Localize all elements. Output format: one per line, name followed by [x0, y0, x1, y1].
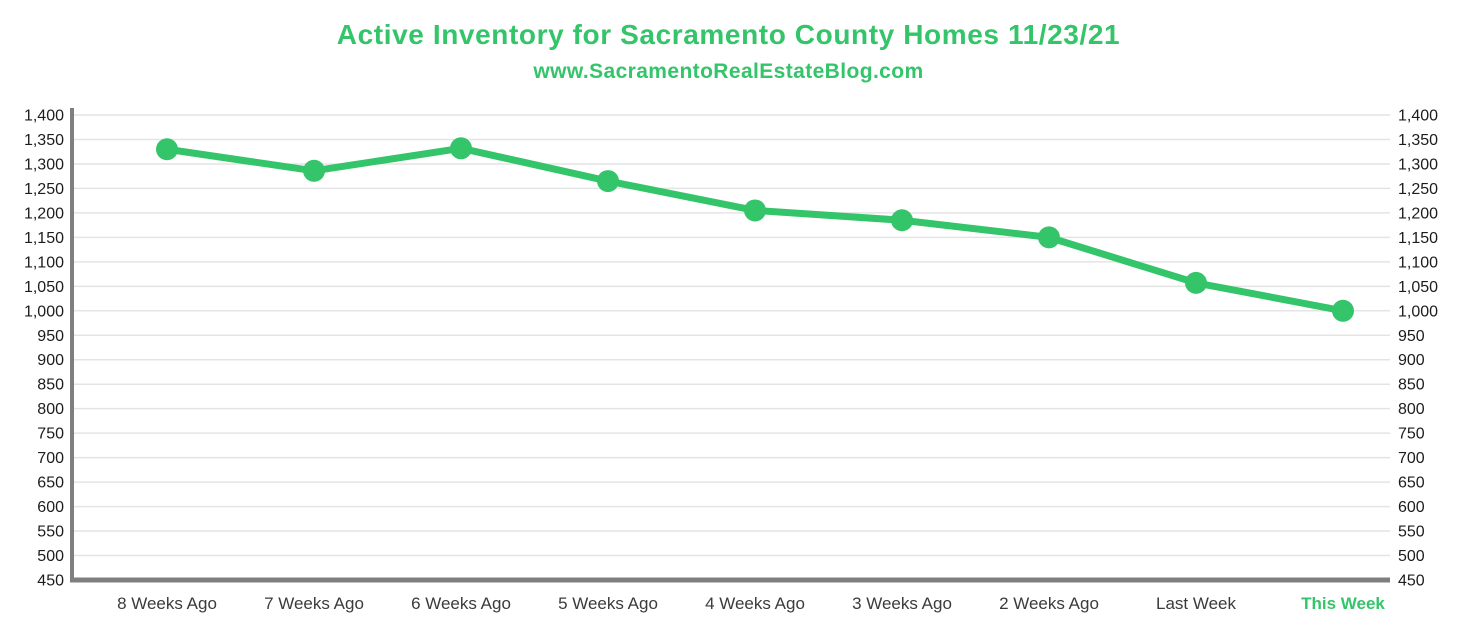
y-tick-label-left: 500	[37, 548, 64, 565]
x-category-label-this-week: This Week	[1301, 594, 1385, 613]
data-point-marker	[450, 137, 472, 160]
x-category-label: 7 Weeks Ago	[264, 594, 364, 613]
x-category-label: 3 Weeks Ago	[852, 594, 952, 613]
data-point-marker	[303, 159, 325, 182]
x-category-label: Last Week	[1156, 594, 1237, 613]
y-tick-label-left: 700	[37, 450, 64, 467]
data-point-marker	[1185, 271, 1207, 294]
y-tick-label-right: 600	[1398, 499, 1425, 516]
chart-title: Active Inventory for Sacramento County H…	[336, 19, 1121, 50]
y-tick-label-right: 1,150	[1398, 230, 1438, 247]
y-tick-label-right: 1,300	[1398, 156, 1438, 173]
y-tick-label-left: 650	[37, 475, 64, 492]
y-tick-label-left: 900	[37, 352, 64, 369]
y-tick-label-right: 850	[1398, 377, 1425, 394]
y-tick-label-right: 1,350	[1398, 132, 1438, 149]
y-tick-label-left: 800	[37, 401, 64, 418]
y-tick-label-left: 1,250	[24, 181, 64, 198]
y-tick-label-left: 1,100	[24, 254, 64, 271]
y-tick-label-left: 1,050	[24, 279, 64, 296]
y-tick-label-right: 1,100	[1398, 254, 1438, 271]
y-tick-label-right: 500	[1398, 548, 1425, 565]
y-tick-label-right: 1,400	[1398, 108, 1438, 125]
y-tick-label-left: 600	[37, 499, 64, 516]
y-tick-label-left: 850	[37, 377, 64, 394]
chart-canvas: 1,400 1,400 1,350 1,350 1,300 1,300 1,250 1,250…	[24, 108, 1438, 614]
data-point-marker	[1332, 299, 1354, 322]
data-point-marker	[744, 199, 766, 222]
y-tick-label-right: 800	[1398, 401, 1425, 418]
y-tick-label-right: 1,050	[1398, 279, 1438, 296]
y-tick-label-right: 650	[1398, 475, 1425, 492]
y-tick-label-right: 550	[1398, 524, 1425, 541]
chart-subtitle: www.SacramentoRealEstateBlog.com	[533, 59, 924, 83]
line-chart: 1,400 1,400 1,350 1,350 1,300 1,300 1,250 1,250…	[0, 100, 1457, 642]
y-tick-label-right: 750	[1398, 426, 1425, 443]
x-category-label: 6 Weeks Ago	[411, 594, 511, 613]
y-tick-label-left: 1,000	[24, 303, 64, 320]
x-category-label: 2 Weeks Ago	[999, 594, 1099, 613]
y-tick-label-left: 1,200	[24, 205, 64, 222]
y-tick-label-left: 1,150	[24, 230, 64, 247]
y-tick-label-left: 450	[37, 573, 64, 590]
y-tick-label-left: 1,300	[24, 156, 64, 173]
chart-header: Active Inventory for Sacramento County H…	[0, 0, 1457, 83]
y-tick-label-right: 700	[1398, 450, 1425, 467]
y-tick-label-right: 1,250	[1398, 181, 1438, 198]
data-point-marker	[1038, 226, 1060, 249]
y-tick-label-left: 950	[37, 328, 64, 345]
y-tick-label-right: 450	[1398, 573, 1425, 590]
y-tick-label-right: 1,200	[1398, 205, 1438, 222]
data-point-marker	[156, 138, 178, 161]
y-tick-label-left: 550	[37, 524, 64, 541]
y-tick-label-right: 900	[1398, 352, 1425, 369]
y-tick-label-left: 1,400	[24, 108, 64, 125]
data-point-marker	[891, 209, 913, 232]
y-tick-label-right: 950	[1398, 328, 1425, 345]
y-tick-label-left: 1,350	[24, 132, 64, 149]
x-category-label: 4 Weeks Ago	[705, 594, 805, 613]
x-category-label: 8 Weeks Ago	[117, 594, 217, 613]
y-tick-label-right: 1,000	[1398, 303, 1438, 320]
x-category-label: 5 Weeks Ago	[558, 594, 658, 613]
y-tick-label-left: 750	[37, 426, 64, 443]
data-point-marker	[597, 170, 619, 193]
